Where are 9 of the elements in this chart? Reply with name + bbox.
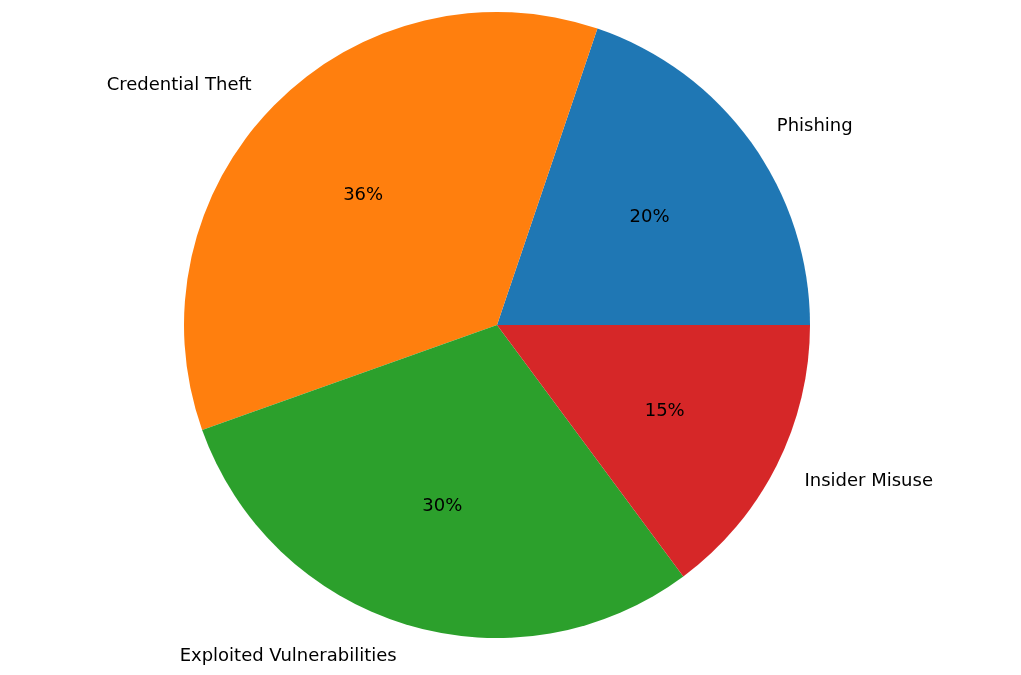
data-label: 30% xyxy=(422,494,463,516)
slice-label: Phishing xyxy=(776,113,853,135)
pie-slice xyxy=(202,325,684,638)
slice-label: Credential Theft xyxy=(106,72,252,94)
data-label: 20% xyxy=(629,205,670,227)
data-label: 36% xyxy=(343,182,384,204)
slice-label: Exploited Vulnerabilities xyxy=(179,643,397,665)
data-label: 15% xyxy=(644,398,685,420)
slice-label: Insider Misuse xyxy=(804,469,933,491)
